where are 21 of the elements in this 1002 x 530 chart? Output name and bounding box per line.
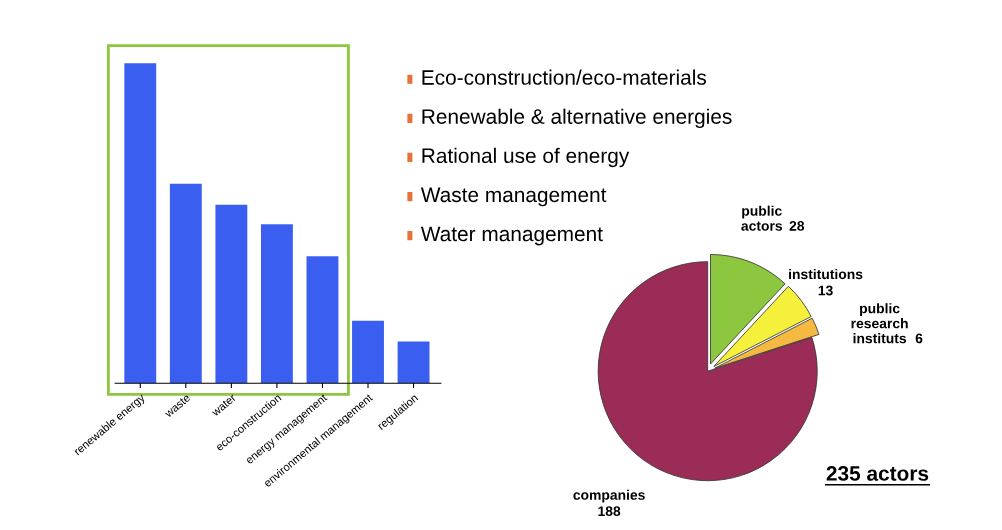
annotation: Water management: [420, 226, 603, 246]
bar: [397, 341, 430, 384]
bar: [352, 320, 384, 384]
text: 235 actors: [826, 466, 929, 481]
bar: [124, 63, 157, 384]
bar: [306, 256, 339, 384]
annotation: Waste management: [420, 187, 607, 207]
bar: [169, 183, 202, 384]
slice-label: institutions: [789, 268, 863, 280]
data-label: 13: [818, 285, 833, 296]
slice-label: companies: [573, 489, 645, 503]
data-label: 28: [789, 220, 805, 231]
annotation: Rational use of energy: [422, 147, 630, 168]
bar: [260, 224, 293, 384]
data-label: 6: [915, 333, 923, 344]
annotation: Renewable & alternative energies: [422, 108, 732, 129]
bar: [215, 204, 248, 384]
annotation: Eco-construction/eco-materials: [422, 69, 707, 85]
slice-label: public research instituts: [851, 303, 908, 344]
data-label: 188: [598, 506, 621, 517]
slice-label: public actors: [741, 205, 783, 231]
